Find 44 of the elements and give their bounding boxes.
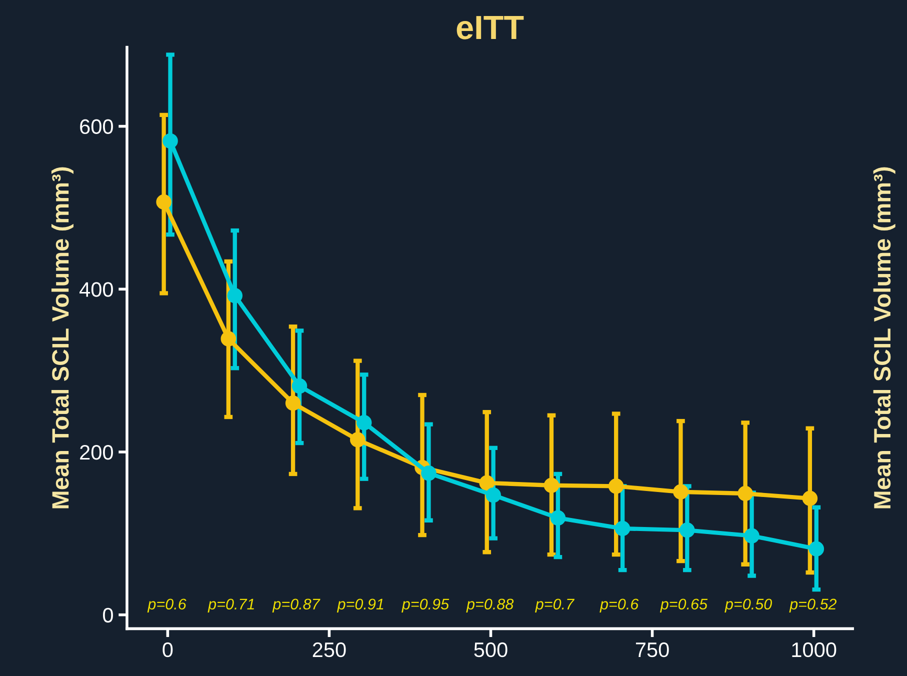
annotation: p=0.65 [660,598,708,613]
x-tick-label: 250 [312,642,346,658]
point [808,541,824,557]
point [550,510,566,526]
point [227,288,243,304]
annotation: p=0.6 [147,598,186,613]
y-axis-title: Mean Total SCIL Volume (mm³) [51,167,74,508]
point [220,331,236,346]
point [614,520,630,536]
x-tick-label: 500 [474,642,508,658]
chart-title: eITT [456,16,524,40]
annotation: p=0.71 [208,598,254,613]
point [356,415,372,430]
y-tick-label: 0 [103,608,113,623]
point [292,378,308,394]
point [680,522,695,538]
point [421,466,436,481]
y2-axis-title: Mean Total SCIL Volume (mm³) [873,167,896,508]
y-tick-label: 400 [80,282,113,297]
point [738,486,753,502]
point [350,432,366,448]
annotation: p=0.50 [724,598,772,613]
x-tick-label: 0 [162,642,173,658]
point [162,133,178,149]
point [744,528,760,544]
x-tick-label: 1000 [792,642,836,658]
point [802,490,818,506]
annotation: p=0.87 [272,598,320,613]
annotation: p=0.91 [336,598,384,613]
point [608,478,624,494]
annotation: p=0.88 [466,598,514,613]
point [544,478,560,494]
annotation: p=0.6 [600,598,639,613]
point [285,396,301,411]
point [479,475,495,491]
annotation: p=0.95 [402,598,450,613]
point [486,488,501,503]
annotation: p=0.7 [535,598,575,613]
y-tick-label: 200 [80,444,113,460]
y-tick-label: 600 [80,119,113,134]
point [156,194,172,210]
x-tick-label: 750 [636,642,669,658]
point [673,484,688,500]
annotation: p=0.52 [789,598,837,613]
